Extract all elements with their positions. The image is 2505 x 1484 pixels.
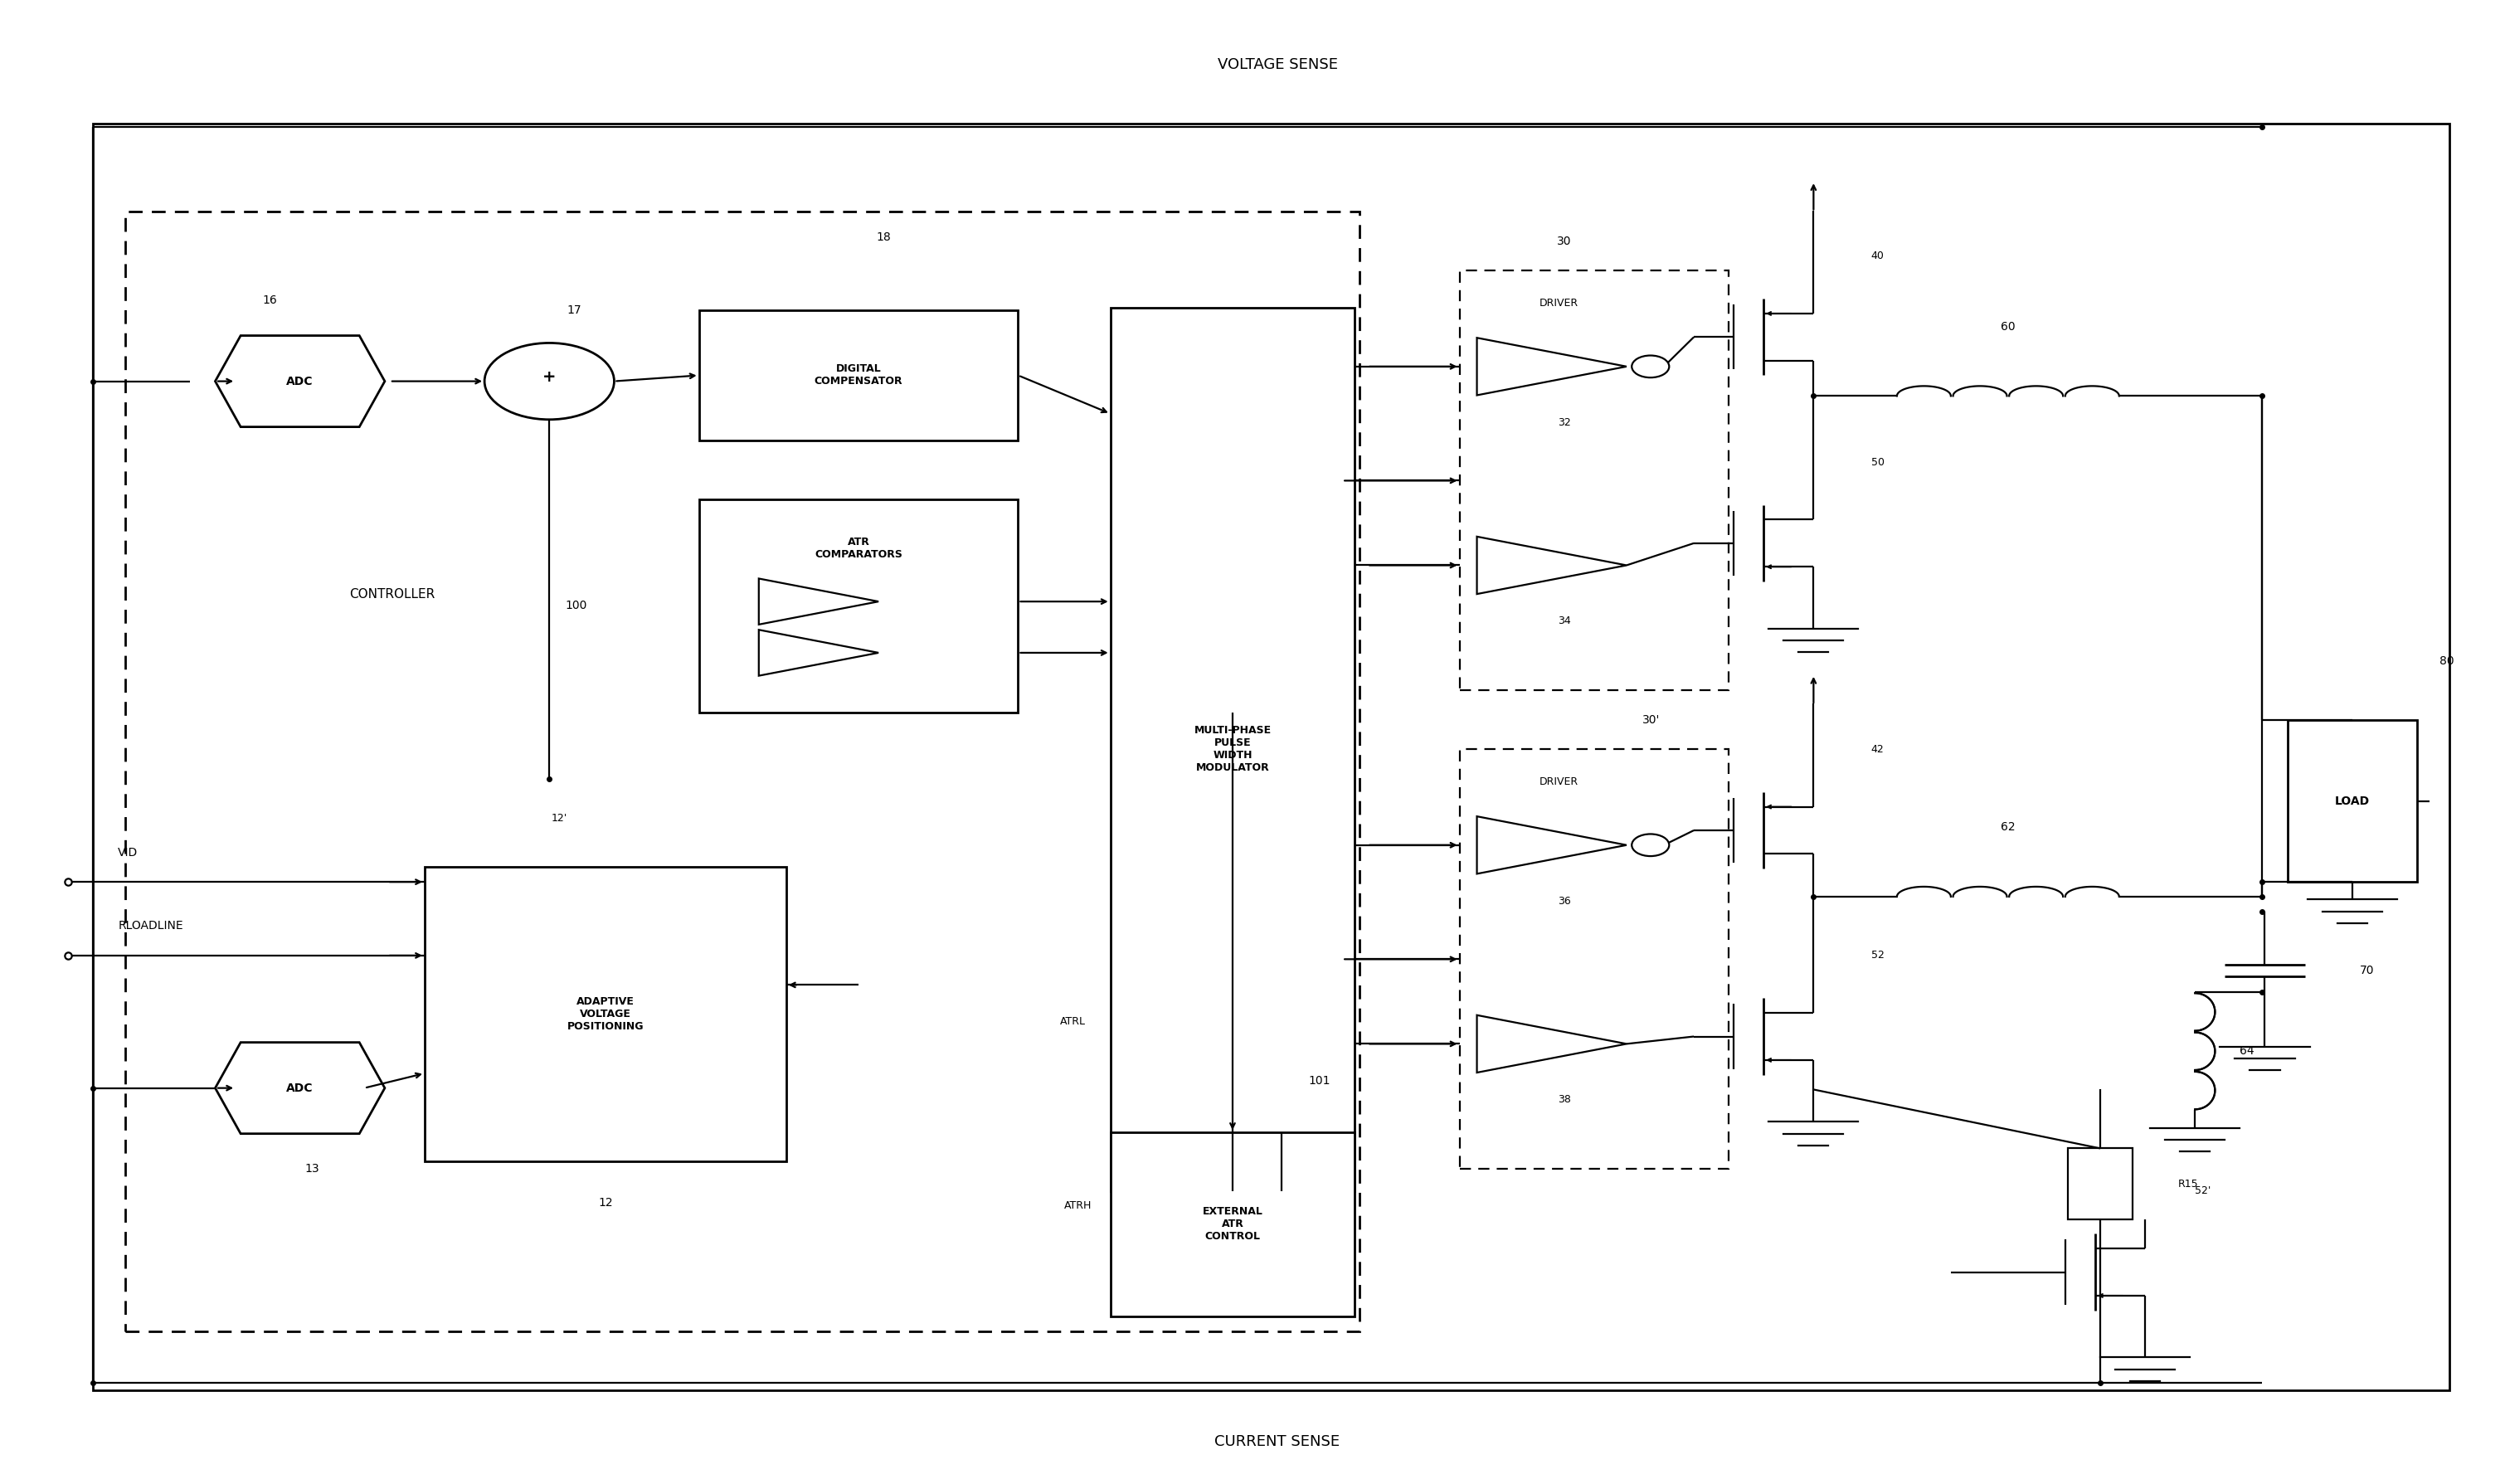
Text: +: + bbox=[544, 370, 556, 384]
Polygon shape bbox=[759, 629, 879, 675]
Text: LOAD: LOAD bbox=[2335, 795, 2370, 807]
Text: DIGITAL
COMPENSATOR: DIGITAL COMPENSATOR bbox=[814, 364, 902, 387]
Bar bbox=[93, 123, 2450, 1391]
Text: 62: 62 bbox=[2001, 822, 2017, 833]
Text: 70: 70 bbox=[2360, 965, 2375, 976]
Text: 13: 13 bbox=[306, 1163, 321, 1175]
Bar bbox=[426, 867, 787, 1162]
Bar bbox=[699, 310, 1017, 441]
Text: 30: 30 bbox=[1558, 236, 1571, 248]
Text: 100: 100 bbox=[564, 600, 586, 611]
Text: 12': 12' bbox=[551, 813, 566, 824]
Text: 36: 36 bbox=[1558, 896, 1571, 907]
Text: 38: 38 bbox=[1558, 1094, 1571, 1106]
Text: CONTROLLER: CONTROLLER bbox=[348, 589, 436, 601]
Text: 80: 80 bbox=[2440, 656, 2455, 666]
Circle shape bbox=[1631, 834, 1668, 856]
Bar bbox=[1110, 307, 1355, 1192]
Text: CURRENT SENSE: CURRENT SENSE bbox=[1215, 1434, 1340, 1448]
Text: 64: 64 bbox=[2239, 1045, 2254, 1057]
Bar bbox=[1460, 270, 1728, 690]
Text: 17: 17 bbox=[566, 304, 581, 316]
Text: RLOADLINE: RLOADLINE bbox=[118, 920, 183, 932]
Text: 18: 18 bbox=[877, 232, 892, 243]
Text: 16: 16 bbox=[263, 294, 278, 306]
Text: 30': 30' bbox=[1643, 714, 1661, 726]
Bar bbox=[699, 499, 1017, 712]
Text: ATR
COMPARATORS: ATR COMPARATORS bbox=[814, 537, 902, 559]
Circle shape bbox=[1631, 356, 1668, 377]
Bar bbox=[2067, 1149, 2132, 1218]
Text: DRIVER: DRIVER bbox=[1538, 298, 1578, 309]
Text: EXTERNAL
ATR
CONTROL: EXTERNAL ATR CONTROL bbox=[1202, 1206, 1263, 1242]
Polygon shape bbox=[1478, 816, 1626, 874]
Text: ATRL: ATRL bbox=[1060, 1017, 1085, 1027]
Text: VID: VID bbox=[118, 847, 138, 858]
Text: 52': 52' bbox=[2194, 1186, 2212, 1196]
Bar bbox=[2287, 720, 2417, 881]
Text: 40: 40 bbox=[1871, 251, 1884, 261]
Text: 34: 34 bbox=[1558, 616, 1571, 626]
Bar bbox=[1460, 749, 1728, 1169]
Circle shape bbox=[483, 343, 614, 420]
Polygon shape bbox=[215, 335, 386, 427]
Polygon shape bbox=[215, 1042, 386, 1134]
Polygon shape bbox=[1478, 1015, 1626, 1073]
Text: 42: 42 bbox=[1871, 743, 1884, 755]
Polygon shape bbox=[1478, 338, 1626, 395]
Text: R15: R15 bbox=[2177, 1178, 2197, 1189]
Text: ADAPTIVE
VOLTAGE
POSITIONING: ADAPTIVE VOLTAGE POSITIONING bbox=[566, 997, 644, 1033]
Text: 32: 32 bbox=[1558, 417, 1571, 427]
Text: 50: 50 bbox=[1871, 457, 1884, 467]
Text: 101: 101 bbox=[1308, 1074, 1330, 1086]
Text: VOLTAGE SENSE: VOLTAGE SENSE bbox=[1217, 58, 1338, 73]
Text: ATRH: ATRH bbox=[1065, 1201, 1092, 1211]
Bar bbox=[1110, 1132, 1355, 1316]
Polygon shape bbox=[1478, 537, 1626, 594]
Text: 12: 12 bbox=[599, 1198, 614, 1208]
Bar bbox=[125, 212, 1360, 1331]
Text: 60: 60 bbox=[2001, 321, 2017, 332]
Text: ADC: ADC bbox=[286, 375, 313, 387]
Polygon shape bbox=[759, 579, 879, 625]
Text: DRIVER: DRIVER bbox=[1538, 776, 1578, 787]
Text: MULTI-PHASE
PULSE
WIDTH
MODULATOR: MULTI-PHASE PULSE WIDTH MODULATOR bbox=[1195, 726, 1270, 773]
Text: 52: 52 bbox=[1871, 950, 1884, 962]
Text: ADC: ADC bbox=[286, 1082, 313, 1094]
